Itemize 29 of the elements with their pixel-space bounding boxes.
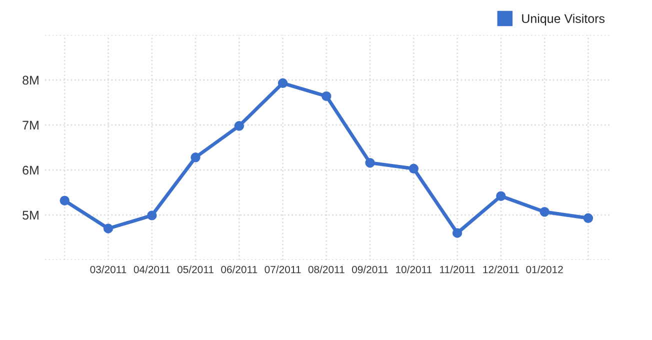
point — [234, 121, 244, 131]
y-tick-label: 5M — [22, 210, 38, 220]
x-tick-label: 01/2012 — [526, 266, 563, 274]
point — [60, 196, 70, 206]
x-tick-label: 10/2011 — [396, 266, 432, 274]
x-tick-label: 11/2011 — [440, 266, 475, 274]
x-tick-label: 07/2011 — [264, 266, 301, 274]
legend-label: Unique Visitors — [522, 14, 605, 26]
point — [278, 78, 288, 88]
x-tick-label: 05/2011 — [177, 266, 214, 274]
x-tick-label: 03/2011 — [90, 266, 126, 274]
y-tick-label: 6M — [22, 166, 38, 175]
point — [365, 158, 375, 168]
point — [408, 164, 419, 174]
point — [540, 206, 550, 217]
x-tick-label: 09/2011 — [352, 266, 388, 274]
point — [496, 191, 506, 201]
point — [452, 228, 462, 238]
point — [583, 213, 594, 224]
x-tick-label: 06/2011 — [221, 266, 258, 274]
x-tick-label: 04/2011 — [134, 266, 170, 274]
x-tick-label: 08/2011 — [308, 266, 344, 274]
y-tick-label: 7M — [22, 120, 38, 130]
point — [103, 224, 114, 234]
point — [190, 152, 200, 162]
y-tick-label: 8M — [22, 76, 38, 85]
point — [322, 91, 332, 102]
x-tick-label: 12/2011 — [483, 266, 519, 274]
point — [147, 210, 157, 220]
